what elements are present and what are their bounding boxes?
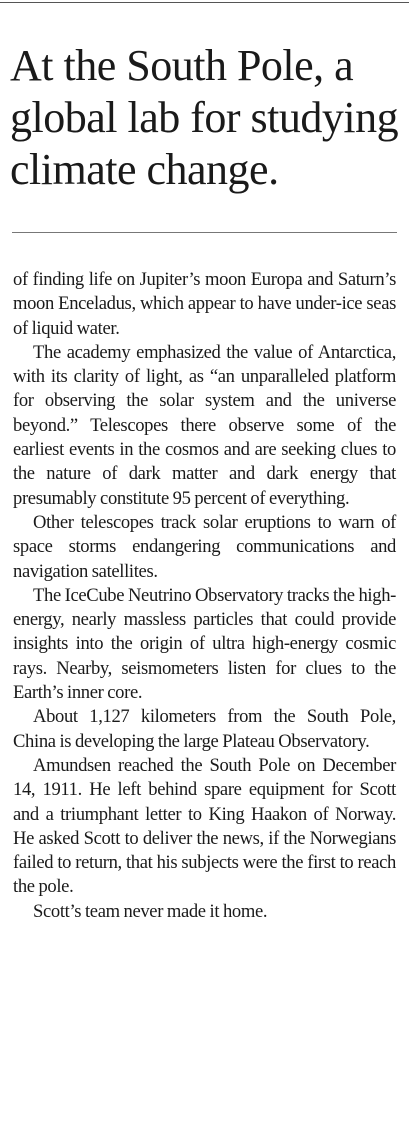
- paragraph: The IceCube Neutrino Observatory tracks …: [13, 584, 396, 704]
- paragraph: of finding life on Jupiter’s moon Europa…: [13, 269, 396, 339]
- article-body: of finding life on Jupiter’s moon Europa…: [13, 268, 396, 924]
- paragraph: About 1,127 kilometers from the South Po…: [13, 706, 396, 752]
- paragraph: Scott’s team never made it home.: [33, 900, 268, 922]
- paragraph: The academy emphasized the value of Anta…: [13, 341, 396, 509]
- paragraph: Other telescopes track solar eruptions t…: [13, 511, 396, 582]
- top-rule: [0, 2, 409, 3]
- headline: At the South Pole, a global lab for stud…: [10, 41, 399, 194]
- paragraph: Amundsen reached the South Pole on Decem…: [13, 754, 396, 898]
- headline-divider: [12, 232, 397, 233]
